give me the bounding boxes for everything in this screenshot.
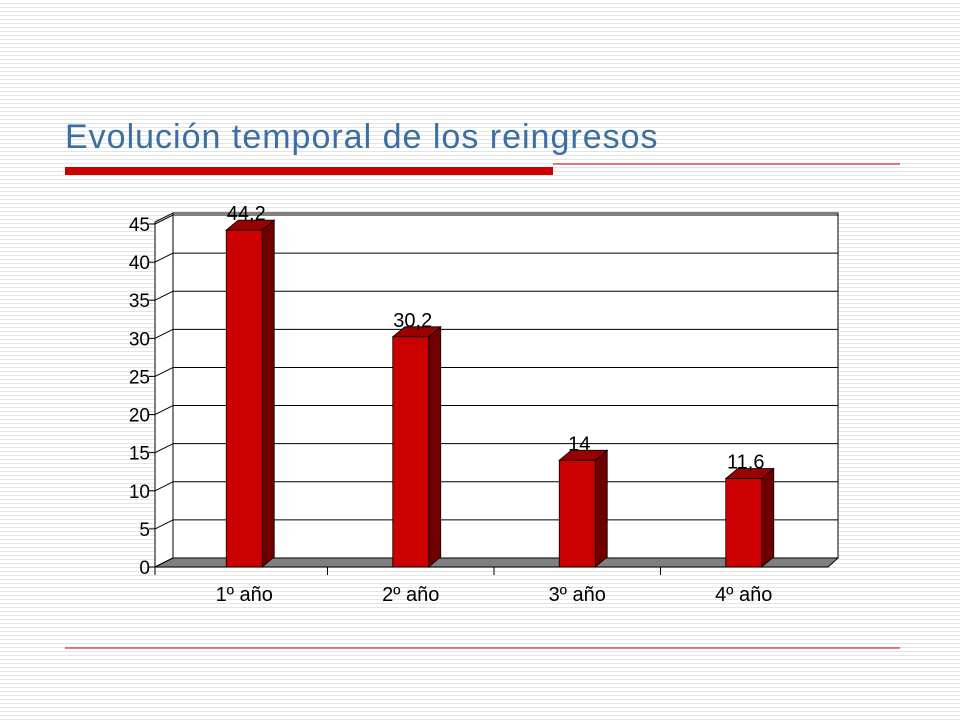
y-tick-label: 45 — [129, 215, 150, 236]
y-tick-label: 25 — [129, 367, 150, 388]
grid-line — [154, 366, 174, 377]
x-tick-label: 1º año — [216, 584, 273, 606]
value-label: 44,2 — [227, 203, 266, 225]
y-tick-label: 0 — [139, 558, 150, 579]
y-tick-label: 20 — [129, 406, 150, 427]
y-tick-label: 40 — [129, 253, 150, 274]
y-tick-label: 35 — [129, 291, 150, 312]
y-tick-label: 5 — [139, 520, 150, 541]
grid-line — [154, 405, 174, 416]
y-tick-label: 15 — [129, 444, 150, 465]
value-label: 30,2 — [393, 310, 432, 332]
x-tick-label: 2º año — [382, 584, 439, 606]
bar — [558, 459, 596, 568]
bar-side — [261, 219, 275, 568]
bar — [225, 229, 263, 568]
chart-title: Evolución temporal de los reingresos — [65, 118, 659, 156]
grid-line — [154, 252, 174, 263]
bar — [392, 336, 430, 568]
grid-line — [154, 519, 174, 530]
plot-side-wall — [154, 212, 174, 568]
bar-side — [428, 325, 442, 568]
bar-side — [594, 449, 608, 568]
grid-line — [154, 328, 174, 339]
x-tick-label: 3º año — [549, 584, 606, 606]
y-tick-label: 10 — [129, 482, 150, 503]
title-underline — [65, 167, 553, 175]
value-label: 11,6 — [727, 452, 764, 474]
x-tick-label: 4º año — [715, 584, 772, 606]
value-label: 14 — [568, 433, 590, 455]
grid-line — [154, 214, 174, 225]
bar — [725, 478, 763, 568]
y-tick-label: 30 — [129, 329, 150, 350]
grid-line — [154, 290, 174, 301]
bar-side — [761, 467, 775, 568]
grid-line — [154, 481, 174, 492]
grid-line — [154, 443, 174, 454]
